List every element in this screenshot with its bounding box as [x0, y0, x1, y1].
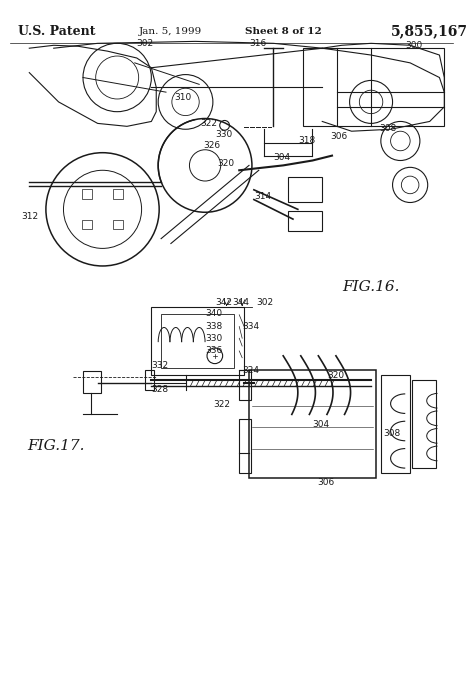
Text: 320: 320: [327, 371, 344, 380]
Text: 318: 318: [298, 136, 315, 145]
Bar: [161, 314, 234, 367]
Bar: [288, 212, 322, 231]
Bar: [288, 177, 322, 202]
Bar: [151, 307, 244, 375]
Text: 316: 316: [249, 39, 266, 48]
Text: 322: 322: [200, 119, 217, 128]
Bar: [82, 220, 92, 230]
Bar: [145, 370, 155, 390]
Bar: [82, 189, 92, 199]
Text: Sheet 8 of 12: Sheet 8 of 12: [245, 27, 321, 36]
Text: 320: 320: [217, 159, 234, 168]
Text: 310: 310: [174, 93, 191, 102]
Text: 314: 314: [254, 192, 271, 201]
Text: 302: 302: [256, 298, 273, 307]
Text: 312: 312: [21, 212, 38, 221]
Text: 304: 304: [312, 420, 329, 429]
Bar: [113, 220, 123, 230]
Text: 308: 308: [379, 124, 396, 133]
Bar: [83, 372, 100, 393]
Text: 5,855,167: 5,855,167: [391, 24, 468, 38]
Bar: [113, 189, 123, 199]
Text: 304: 304: [273, 153, 291, 162]
Text: 340: 340: [205, 309, 222, 318]
Text: FIG.17.: FIG.17.: [27, 438, 85, 452]
Text: 336: 336: [205, 347, 222, 356]
Text: 322: 322: [213, 400, 230, 409]
Bar: [239, 370, 251, 400]
Text: 326: 326: [203, 141, 220, 150]
Text: 334: 334: [242, 322, 259, 331]
Bar: [303, 48, 444, 127]
Text: 302: 302: [137, 39, 154, 48]
Text: 338: 338: [205, 322, 222, 331]
Text: 306: 306: [318, 478, 335, 487]
Text: 330: 330: [215, 129, 232, 139]
Text: Jan. 5, 1999: Jan. 5, 1999: [139, 27, 202, 36]
Bar: [412, 380, 437, 468]
Text: 330: 330: [205, 334, 222, 342]
Text: 328: 328: [151, 386, 168, 395]
Text: 306: 306: [330, 132, 347, 141]
Bar: [381, 375, 410, 473]
Text: 308: 308: [383, 429, 400, 438]
Bar: [239, 419, 251, 473]
Text: 332: 332: [151, 361, 168, 370]
Text: 342: 342: [215, 298, 232, 307]
Text: 300: 300: [405, 41, 422, 50]
Text: FIG.16.: FIG.16.: [342, 280, 399, 294]
Text: U.S. Patent: U.S. Patent: [18, 25, 95, 38]
Text: 344: 344: [232, 298, 249, 307]
Bar: [249, 370, 376, 478]
Text: 324: 324: [242, 366, 259, 375]
